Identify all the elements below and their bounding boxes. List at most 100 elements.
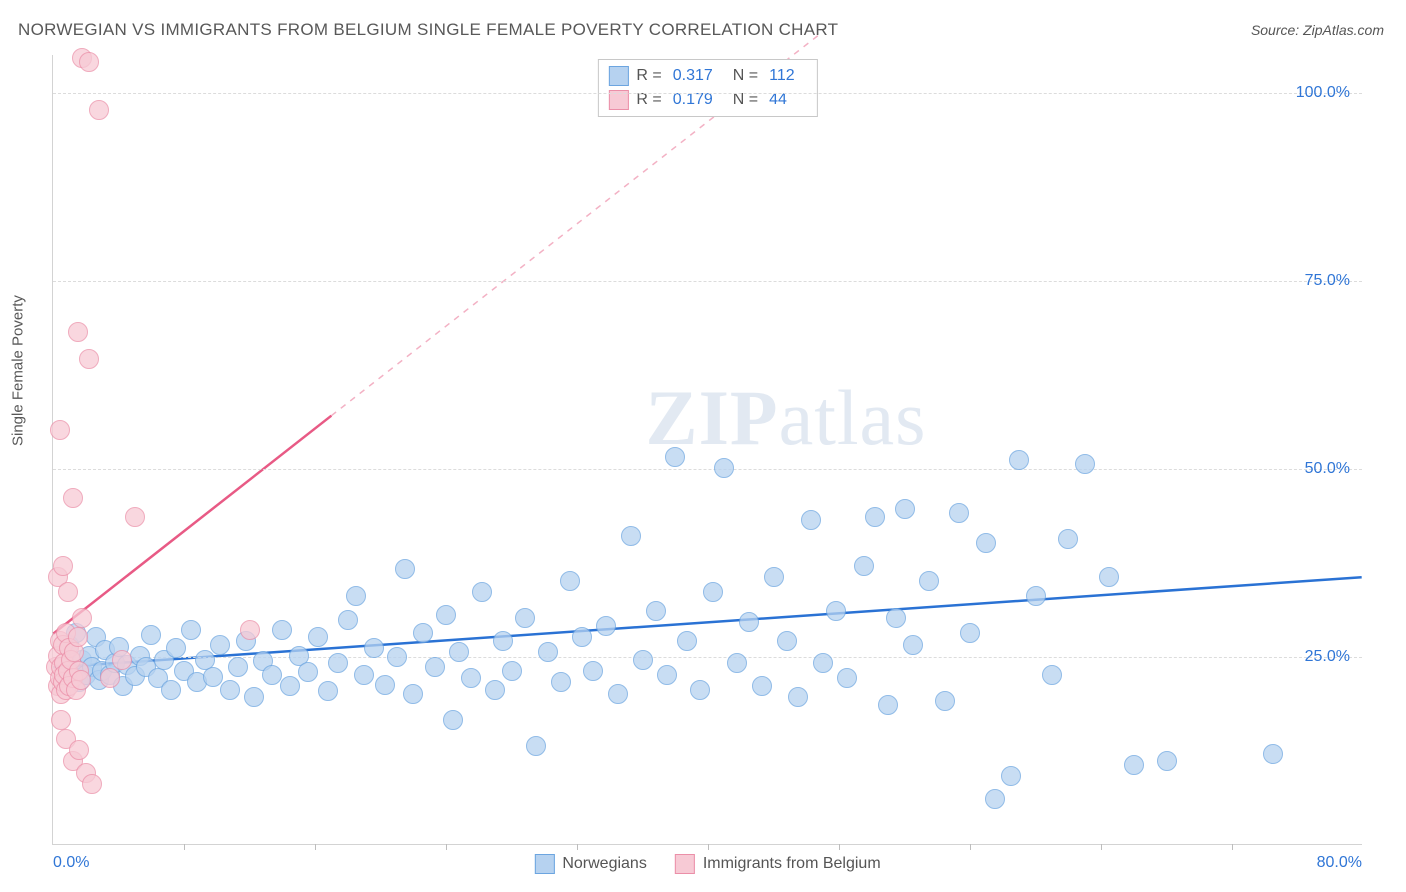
point-belgium	[53, 556, 73, 576]
point-norwegians	[449, 642, 469, 662]
point-norwegians	[813, 653, 833, 673]
n-label: N =	[733, 67, 758, 85]
point-norwegians	[657, 665, 677, 685]
r-value-norwegians: 0.317	[673, 67, 713, 85]
point-norwegians	[551, 672, 571, 692]
point-norwegians	[826, 601, 846, 621]
point-belgium	[72, 608, 92, 628]
point-belgium	[50, 420, 70, 440]
scatter-chart: ZIPatlas R = 0.317 N = 112 R = 0.179 N =…	[52, 55, 1362, 845]
point-belgium	[79, 52, 99, 72]
point-norwegians	[387, 647, 407, 667]
point-norwegians	[633, 650, 653, 670]
x-tick-mark	[315, 844, 316, 850]
source-value: ZipAtlas.com	[1303, 22, 1384, 38]
point-belgium	[69, 740, 89, 760]
point-norwegians	[228, 657, 248, 677]
n-label: N =	[733, 91, 758, 109]
point-norwegians	[949, 503, 969, 523]
point-norwegians	[1124, 755, 1144, 775]
swatch-belgium-bottom	[675, 854, 695, 874]
point-norwegians	[1157, 751, 1177, 771]
point-norwegians	[413, 623, 433, 643]
point-norwegians	[714, 458, 734, 478]
y-tick-label: 75.0%	[1305, 272, 1350, 290]
y-tick-label: 100.0%	[1296, 84, 1350, 102]
point-norwegians	[502, 661, 522, 681]
point-norwegians	[665, 447, 685, 467]
point-norwegians	[703, 582, 723, 602]
point-belgium	[100, 668, 120, 688]
legend-label-norwegians: Norwegians	[562, 855, 646, 873]
point-norwegians	[220, 680, 240, 700]
point-norwegians	[141, 625, 161, 645]
x-tick-mark	[577, 844, 578, 850]
point-norwegians	[472, 582, 492, 602]
swatch-norwegians	[608, 66, 628, 86]
correlation-legend: R = 0.317 N = 112 R = 0.179 N = 44	[597, 59, 817, 117]
point-belgium	[125, 507, 145, 527]
point-norwegians	[739, 612, 759, 632]
point-belgium	[240, 620, 260, 640]
point-norwegians	[886, 608, 906, 628]
point-belgium	[112, 650, 132, 670]
point-norwegians	[364, 638, 384, 658]
point-norwegians	[583, 661, 603, 681]
point-belgium	[63, 488, 83, 508]
point-belgium	[58, 582, 78, 602]
point-norwegians	[1099, 567, 1119, 587]
point-norwegians	[865, 507, 885, 527]
n-value-belgium: 44	[769, 91, 787, 109]
point-belgium	[51, 710, 71, 730]
point-norwegians	[788, 687, 808, 707]
y-tick-label: 25.0%	[1305, 648, 1350, 666]
trend-lines-svg	[53, 55, 1362, 844]
legend-item-belgium: Immigrants from Belgium	[675, 854, 881, 874]
point-norwegians	[485, 680, 505, 700]
point-norwegians	[436, 605, 456, 625]
x-tick-mark	[184, 844, 185, 850]
point-norwegians	[677, 631, 697, 651]
gridline-horizontal	[53, 657, 1362, 658]
point-belgium	[82, 774, 102, 794]
point-norwegians	[354, 665, 374, 685]
point-belgium	[71, 670, 91, 690]
legend-label-belgium: Immigrants from Belgium	[703, 855, 881, 873]
point-norwegians	[919, 571, 939, 591]
point-norwegians	[181, 620, 201, 640]
x-tick-mark	[708, 844, 709, 850]
point-norwegians	[878, 695, 898, 715]
point-norwegians	[1058, 529, 1078, 549]
x-tick-mark	[1232, 844, 1233, 850]
gridline-horizontal	[53, 469, 1362, 470]
point-norwegians	[280, 676, 300, 696]
gridline-horizontal	[53, 281, 1362, 282]
point-norwegians	[1001, 766, 1021, 786]
point-norwegians	[298, 662, 318, 682]
point-belgium	[68, 322, 88, 342]
x-tick-label: 80.0%	[1317, 854, 1362, 872]
y-axis-label: Single Female Poverty	[10, 295, 27, 446]
point-norwegians	[572, 627, 592, 647]
point-norwegians	[395, 559, 415, 579]
watermark-zip: ZIP	[646, 374, 779, 461]
point-norwegians	[1009, 450, 1029, 470]
point-norwegians	[1075, 454, 1095, 474]
point-norwegians	[646, 601, 666, 621]
point-norwegians	[777, 631, 797, 651]
x-tick-mark	[446, 844, 447, 850]
point-norwegians	[425, 657, 445, 677]
point-norwegians	[985, 789, 1005, 809]
point-norwegians	[960, 623, 980, 643]
point-norwegians	[210, 635, 230, 655]
point-norwegians	[976, 533, 996, 553]
point-norwegians	[262, 665, 282, 685]
legend-row-norwegians: R = 0.317 N = 112	[608, 64, 806, 88]
n-value-norwegians: 112	[769, 67, 795, 85]
x-tick-mark	[1101, 844, 1102, 850]
point-norwegians	[166, 638, 186, 658]
gridline-horizontal	[53, 93, 1362, 94]
point-norwegians	[895, 499, 915, 519]
point-norwegians	[526, 736, 546, 756]
point-norwegians	[346, 586, 366, 606]
